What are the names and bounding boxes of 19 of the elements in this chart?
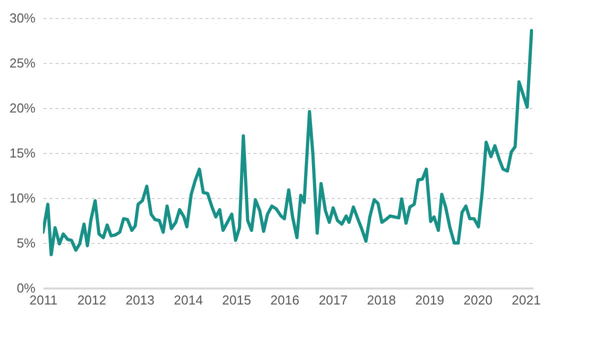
x-tick-label: 2015 (222, 292, 252, 308)
x-tick-label: 2013 (126, 292, 155, 308)
x-tick-label: 2021 (512, 292, 541, 308)
y-tick-label: 15% (9, 146, 36, 160)
x-tick-label: 2017 (318, 292, 348, 308)
y-tick-label: 25% (9, 56, 36, 70)
y-tick-label: 20% (9, 100, 36, 116)
x-tick-label: 2019 (415, 292, 444, 308)
y-tick-label: 5% (16, 236, 36, 250)
x-tick-label: 2011 (30, 292, 58, 308)
x-tick-label: 2020 (464, 292, 492, 308)
line-series (43, 29, 533, 256)
y-tick-label: 30% (9, 10, 36, 26)
y-tick-label: 0% (16, 280, 36, 296)
x-tick-label: 2012 (77, 292, 106, 308)
x-tick-label: 2018 (366, 292, 396, 308)
x-tick-label: 2014 (174, 292, 203, 308)
x-tick-label: 2016 (270, 292, 300, 308)
y-tick-label: 10% (9, 190, 36, 206)
